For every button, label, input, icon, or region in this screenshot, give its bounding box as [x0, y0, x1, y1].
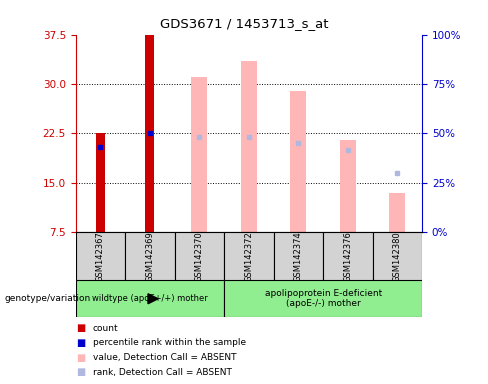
Text: GSM142376: GSM142376 — [344, 231, 352, 282]
Text: wildtype (apoE+/+) mother: wildtype (apoE+/+) mother — [92, 294, 208, 303]
FancyBboxPatch shape — [76, 232, 125, 280]
Text: percentile rank within the sample: percentile rank within the sample — [93, 338, 246, 348]
Polygon shape — [148, 294, 158, 304]
Bar — [191, 78, 207, 232]
FancyBboxPatch shape — [125, 232, 175, 280]
Text: count: count — [93, 324, 119, 333]
Bar — [389, 193, 406, 232]
Text: ■: ■ — [76, 338, 85, 348]
FancyBboxPatch shape — [274, 232, 323, 280]
FancyBboxPatch shape — [76, 280, 224, 317]
Text: GSM142370: GSM142370 — [195, 231, 204, 282]
Text: ■: ■ — [76, 353, 85, 362]
Bar — [340, 140, 356, 232]
Text: ■: ■ — [76, 323, 85, 333]
FancyBboxPatch shape — [224, 280, 422, 317]
Bar — [241, 61, 257, 232]
Bar — [96, 134, 105, 232]
Text: GSM142369: GSM142369 — [145, 231, 154, 282]
Text: GDS3671 / 1453713_s_at: GDS3671 / 1453713_s_at — [160, 17, 328, 30]
Text: GSM142374: GSM142374 — [294, 231, 303, 282]
FancyBboxPatch shape — [175, 232, 224, 280]
Text: apolipoprotein E-deficient
(apoE-/-) mother: apolipoprotein E-deficient (apoE-/-) mot… — [264, 289, 382, 308]
FancyBboxPatch shape — [323, 232, 373, 280]
Text: genotype/variation: genotype/variation — [5, 294, 91, 303]
Text: GSM142367: GSM142367 — [96, 231, 105, 282]
Bar — [145, 35, 154, 232]
FancyBboxPatch shape — [373, 232, 422, 280]
Text: ■: ■ — [76, 367, 85, 377]
Text: value, Detection Call = ABSENT: value, Detection Call = ABSENT — [93, 353, 236, 362]
Text: GSM142372: GSM142372 — [244, 231, 253, 282]
Text: GSM142380: GSM142380 — [393, 231, 402, 282]
Bar — [290, 91, 306, 232]
Text: rank, Detection Call = ABSENT: rank, Detection Call = ABSENT — [93, 367, 232, 377]
FancyBboxPatch shape — [224, 232, 274, 280]
